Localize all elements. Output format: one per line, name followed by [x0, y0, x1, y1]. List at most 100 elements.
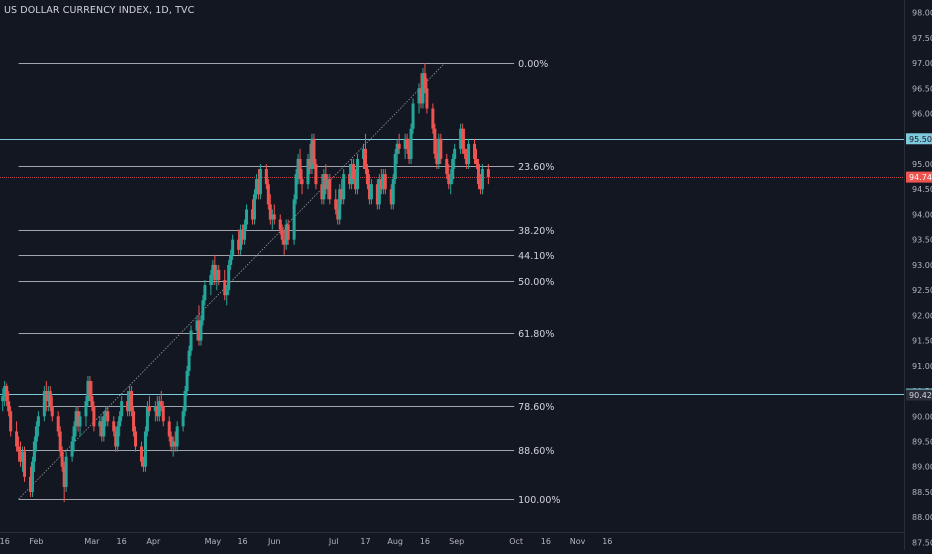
candle-up	[72, 421, 76, 452]
candle-up	[322, 169, 326, 205]
trend-line[interactable]	[18, 62, 446, 500]
candle-up	[70, 436, 74, 462]
candle-up	[36, 411, 40, 437]
current-price-label: 94.74	[909, 173, 932, 182]
candle-down	[237, 229, 241, 255]
candle-down	[92, 401, 96, 432]
y-tick-label: 96.50	[912, 84, 932, 93]
candle-up	[199, 315, 203, 346]
candle-up	[189, 325, 193, 356]
x-tick-label: 16	[420, 537, 430, 546]
chart-title: US DOLLAR CURRENCY INDEX, 1D, TVC	[4, 5, 195, 16]
candle-down	[134, 426, 138, 452]
candle-down	[363, 133, 367, 175]
x-tick-label: Jul	[328, 537, 339, 546]
candle-up	[356, 153, 360, 195]
candle-up	[411, 98, 415, 134]
candle-up	[98, 416, 102, 437]
candle-up	[195, 315, 199, 341]
candle-up	[437, 133, 441, 170]
candle-down	[465, 148, 469, 170]
candle-down	[268, 194, 272, 225]
candle-down	[5, 383, 9, 407]
candle-up	[120, 396, 124, 422]
candle-down	[28, 466, 32, 498]
candle-up	[116, 421, 120, 452]
candle-down	[354, 169, 358, 195]
candle-down	[435, 138, 439, 170]
x-tick-label: 17	[360, 537, 370, 546]
candle-up	[64, 451, 68, 492]
candle-up	[171, 436, 175, 457]
candle-up	[417, 83, 421, 114]
y-tick-label: 91.00	[912, 362, 932, 371]
x-tick-label: 16	[0, 537, 10, 546]
candle-up	[74, 406, 78, 437]
candle-down	[7, 391, 11, 417]
y-tick-label: 98.00	[912, 9, 932, 18]
candle-down	[282, 229, 286, 255]
candle-up	[175, 421, 179, 452]
y-tick-label: 94.50	[912, 185, 932, 194]
candle-up	[369, 179, 373, 205]
y-tick-label: 97.50	[912, 34, 932, 43]
level-price-label-box	[906, 133, 932, 145]
candle-down	[272, 204, 276, 225]
candle-down	[405, 133, 409, 154]
candle-down	[340, 179, 344, 205]
candle-up	[296, 153, 300, 185]
candle-down	[324, 163, 328, 195]
candle-up	[227, 259, 231, 296]
candle-up	[338, 184, 342, 225]
y-tick-label: 93.00	[912, 261, 932, 270]
candle-down	[286, 219, 290, 245]
candle-down	[50, 396, 54, 422]
candle-up	[21, 446, 25, 472]
candle-up	[239, 224, 243, 255]
y-tick-label: 92.00	[912, 311, 932, 320]
candle-down	[159, 391, 163, 412]
candle-down	[100, 416, 104, 442]
candle-down	[334, 189, 338, 215]
fib-level-label: 88.60%	[518, 446, 554, 457]
fib-level-label: 44.10%	[518, 251, 554, 262]
candle-down	[314, 158, 318, 190]
candle-up	[306, 153, 310, 190]
candle-up	[30, 456, 34, 498]
x-tick-label: 16	[117, 537, 127, 546]
candle-up	[403, 133, 407, 159]
candle-down	[169, 431, 173, 452]
candle-down	[167, 416, 171, 442]
bid-price-label-box	[906, 389, 932, 401]
candle-up	[78, 411, 82, 437]
candle-down	[379, 169, 383, 195]
candle-down	[298, 148, 302, 185]
candle-down	[473, 138, 477, 164]
x-tick-label: Jun	[267, 537, 281, 546]
candle-down	[161, 401, 165, 427]
x-tick-label: Aug	[387, 537, 403, 546]
candle-up	[310, 133, 314, 175]
y-tick-label: 89.00	[912, 463, 932, 472]
y-tick-label: 96.00	[912, 110, 932, 119]
x-tick-label: 16	[602, 537, 612, 546]
candle-down	[367, 174, 371, 205]
candle-down	[132, 406, 136, 437]
candle-up	[209, 269, 213, 296]
candle-up	[201, 295, 205, 326]
candle-down	[278, 214, 282, 235]
candle-up	[391, 174, 395, 210]
candle-down	[60, 446, 64, 472]
candle-down	[17, 436, 21, 462]
candle-up	[377, 174, 381, 210]
candle-up	[480, 163, 484, 195]
candle-down	[352, 158, 356, 185]
candle-up	[258, 163, 262, 200]
candle-up	[153, 401, 157, 422]
candle-up	[453, 143, 457, 170]
candle-down	[76, 406, 80, 432]
candle-up	[451, 153, 455, 185]
candle-up	[46, 386, 50, 412]
